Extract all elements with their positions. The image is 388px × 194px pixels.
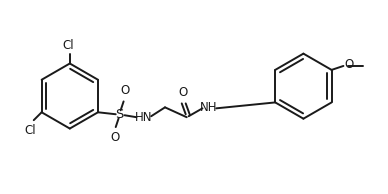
Text: S: S: [116, 108, 124, 121]
Text: Cl: Cl: [62, 39, 74, 52]
Text: O: O: [345, 58, 353, 71]
Text: O: O: [178, 87, 187, 100]
Text: O: O: [110, 131, 120, 144]
Text: Cl: Cl: [24, 124, 36, 137]
Text: NH: NH: [199, 101, 217, 114]
Text: HN: HN: [135, 111, 152, 124]
Text: O: O: [120, 85, 129, 98]
